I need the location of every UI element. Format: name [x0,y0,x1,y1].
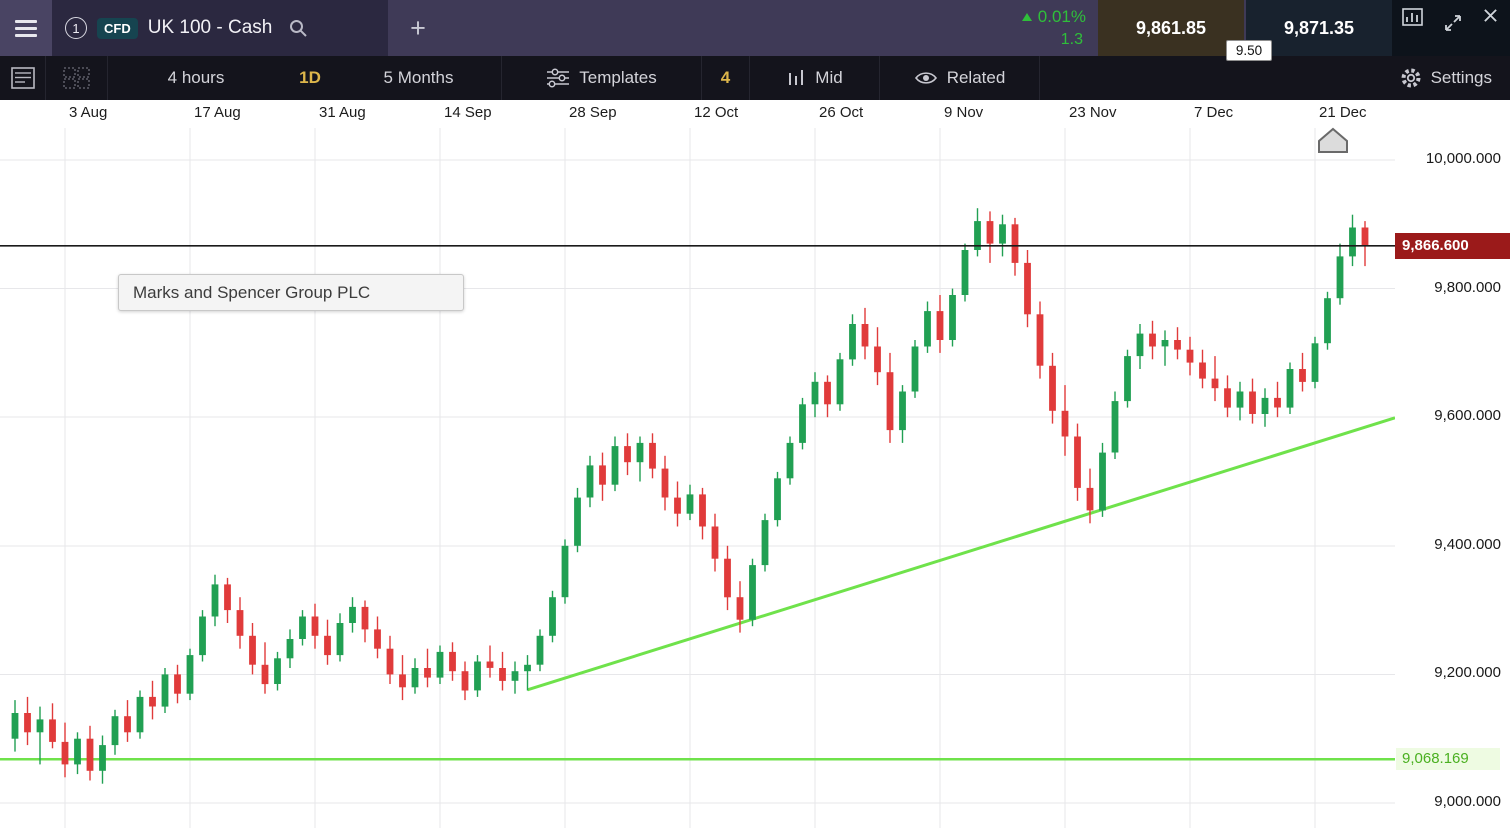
up-arrow-icon [1021,13,1032,22]
instrument-tooltip: Marks and Spencer Group PLC [118,274,464,311]
y-axis-label: 10,000.000 [1425,150,1501,167]
expand-icon[interactable] [1443,13,1463,38]
top-header: 1 CFD UK 100 - Cash + 0.01% 1.3 9,861.85… [0,0,1510,56]
watchlist-icon [10,67,35,89]
change-value: 1.3 [1060,30,1083,48]
add-tab-button[interactable]: + [410,12,426,43]
window-controls [1392,0,1510,56]
support-level-tag: 9,068.169 [1396,748,1500,770]
candlestick-chart[interactable] [0,100,1395,828]
toolbar-spacer [1040,56,1352,100]
x-axis-label: 7 Dec [1194,104,1234,121]
x-axis-label: 9 Nov [944,104,984,121]
x-axis-label: 23 Nov [1069,104,1117,121]
x-axis-label: 3 Aug [69,104,108,121]
x-axis-label: 31 Aug [319,104,366,121]
y-axis-label: 9,200.000 [1434,664,1501,681]
drawings-count-badge[interactable]: 4 [702,56,750,100]
y-axis-label: 9,800.000 [1434,279,1501,296]
hamburger-icon [15,19,37,23]
watchlist-button[interactable] [0,56,46,100]
templates-sliders-icon [547,68,570,88]
price-change-block: 0.01% 1.3 [1021,0,1086,56]
sell-price-button[interactable]: 9,861.85 [1098,0,1244,56]
timeframe-dropdown[interactable]: 4 hours [167,68,225,87]
templates-button[interactable]: Templates [502,56,702,100]
x-axis-label: 28 Sep [569,104,617,121]
y-axis-label: 9,000.000 [1434,793,1501,810]
price-axis[interactable]: 10,000.000 9,800.000 9,600.000 9,400.000 9,2… [1395,100,1510,828]
x-axis-label: 14 Sep [444,104,492,121]
spread-badge: 9.50 [1226,40,1272,61]
cfd-badge: CFD [97,17,138,39]
price-type-dropdown[interactable]: Mid [750,56,880,100]
header-spacer [448,0,1022,56]
current-price-tag: 9,866.600 [1395,233,1510,259]
chart-panel: 3 Aug 17 Aug 31 Aug 14 Sep 28 Sep 12 Oct 26 Oc… [0,100,1395,828]
menu-button[interactable] [0,0,52,56]
search-icon[interactable] [288,18,308,38]
instrument-title: UK 100 - Cash [147,17,273,38]
chart-window-icon[interactable] [1402,8,1423,32]
layout-grid-button[interactable] [46,56,108,100]
layout-grid-icon [63,67,90,89]
chart-marker[interactable] [1318,127,1348,153]
y-axis-label: 9,600.000 [1434,407,1501,424]
tab-number-badge: 1 [65,17,87,39]
close-icon[interactable] [1483,8,1498,28]
x-axis-label: 17 Aug [194,104,241,121]
related-button[interactable]: Related [880,56,1040,100]
interval-badge[interactable]: 1D [299,68,321,87]
x-axis-label: 12 Oct [694,104,739,121]
settings-button[interactable]: Settings [1352,56,1510,100]
settings-gear-icon [1401,68,1421,88]
x-axis-label: 21 Dec [1319,104,1367,121]
y-axis-label: 9,400.000 [1434,536,1501,553]
change-percent: 0.01% [1021,7,1086,27]
x-axis-label: 26 Oct [819,104,864,121]
candle-type-icon [789,70,804,85]
related-eye-icon [914,72,937,84]
chart-toolbar: 4 hours 1D 5 Months Templates 4 Mid Rela… [0,56,1510,100]
instrument-tab[interactable]: 1 CFD UK 100 - Cash [52,0,388,56]
range-dropdown[interactable]: 5 Months [336,56,502,100]
